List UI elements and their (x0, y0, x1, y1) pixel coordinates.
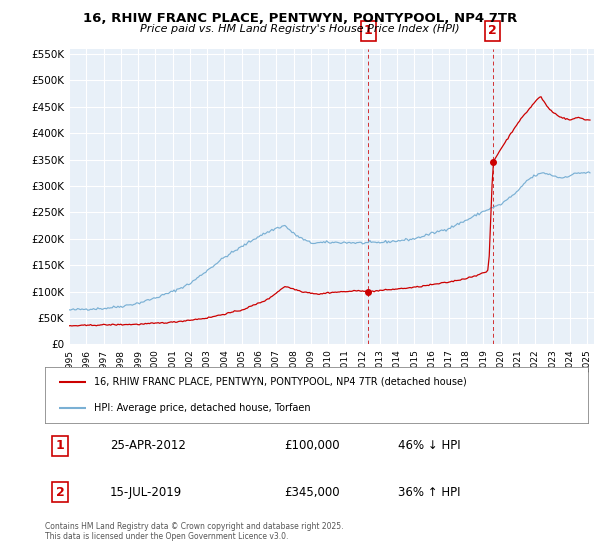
Text: Price paid vs. HM Land Registry's House Price Index (HPI): Price paid vs. HM Land Registry's House … (140, 24, 460, 34)
Text: 16, RHIW FRANC PLACE, PENTWYN, PONTYPOOL, NP4 7TR (detached house): 16, RHIW FRANC PLACE, PENTWYN, PONTYPOOL… (94, 377, 467, 387)
Text: 36% ↑ HPI: 36% ↑ HPI (398, 486, 460, 498)
Text: £100,000: £100,000 (284, 440, 340, 452)
Text: 15-JUL-2019: 15-JUL-2019 (110, 486, 182, 498)
Text: 46% ↓ HPI: 46% ↓ HPI (398, 440, 461, 452)
Text: HPI: Average price, detached house, Torfaen: HPI: Average price, detached house, Torf… (94, 403, 310, 413)
Text: 25-APR-2012: 25-APR-2012 (110, 440, 186, 452)
Text: 16, RHIW FRANC PLACE, PENTWYN, PONTYPOOL, NP4 7TR: 16, RHIW FRANC PLACE, PENTWYN, PONTYPOOL… (83, 12, 517, 25)
Text: 1: 1 (56, 440, 65, 452)
Text: Contains HM Land Registry data © Crown copyright and database right 2025.
This d: Contains HM Land Registry data © Crown c… (45, 522, 343, 542)
Text: 1: 1 (364, 25, 373, 38)
Text: 2: 2 (488, 25, 497, 38)
Text: £345,000: £345,000 (284, 486, 340, 498)
Text: 2: 2 (56, 486, 65, 498)
